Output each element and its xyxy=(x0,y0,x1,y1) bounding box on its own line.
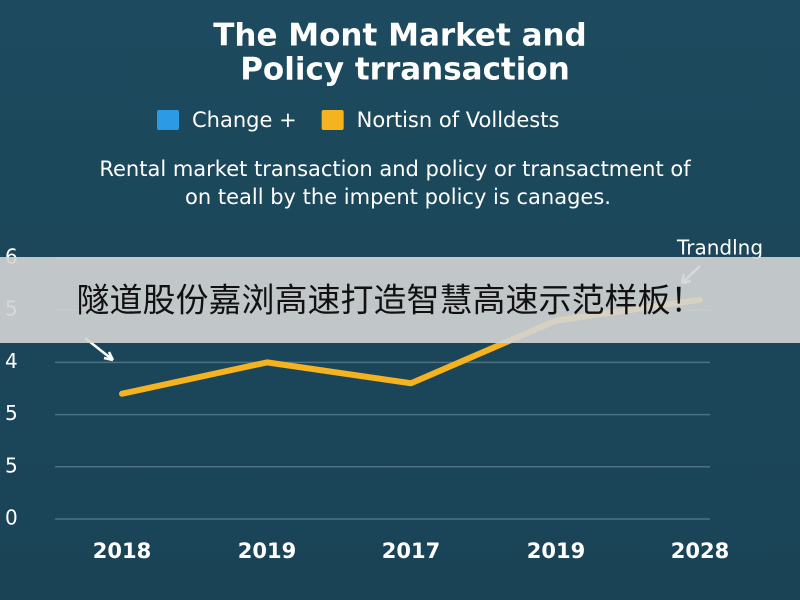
legend-swatch xyxy=(321,110,344,130)
x-tick-label: 2028 xyxy=(671,539,729,563)
y-tick-label: 5 xyxy=(5,401,18,425)
y-tick-label: 4 xyxy=(5,349,18,373)
y-tick-label: 5 xyxy=(5,453,18,477)
legend-label: Nortisn of Volldests xyxy=(357,108,560,132)
legend-label: Change + xyxy=(192,108,297,132)
y-tick-label: 0 xyxy=(5,506,18,530)
x-tick-label: 2019 xyxy=(527,539,585,563)
banner-background xyxy=(0,257,800,343)
x-tick-label: 2018 xyxy=(93,539,151,563)
x-tick-label: 2017 xyxy=(382,539,440,563)
x-tick-label: 2019 xyxy=(238,539,296,563)
legend-swatch xyxy=(157,110,179,130)
banner-text: 隧道股份嘉浏高速打造智慧高速示范样板！ xyxy=(77,281,704,320)
chart-title: The Mont Market and xyxy=(213,18,587,54)
chart-title: Policy trransaction xyxy=(240,52,570,88)
annotation: Trandlng xyxy=(676,236,763,260)
subtitle: Rental market transaction and policy or … xyxy=(99,157,691,181)
subtitle: on teall by the impent policy is canages… xyxy=(185,185,611,209)
